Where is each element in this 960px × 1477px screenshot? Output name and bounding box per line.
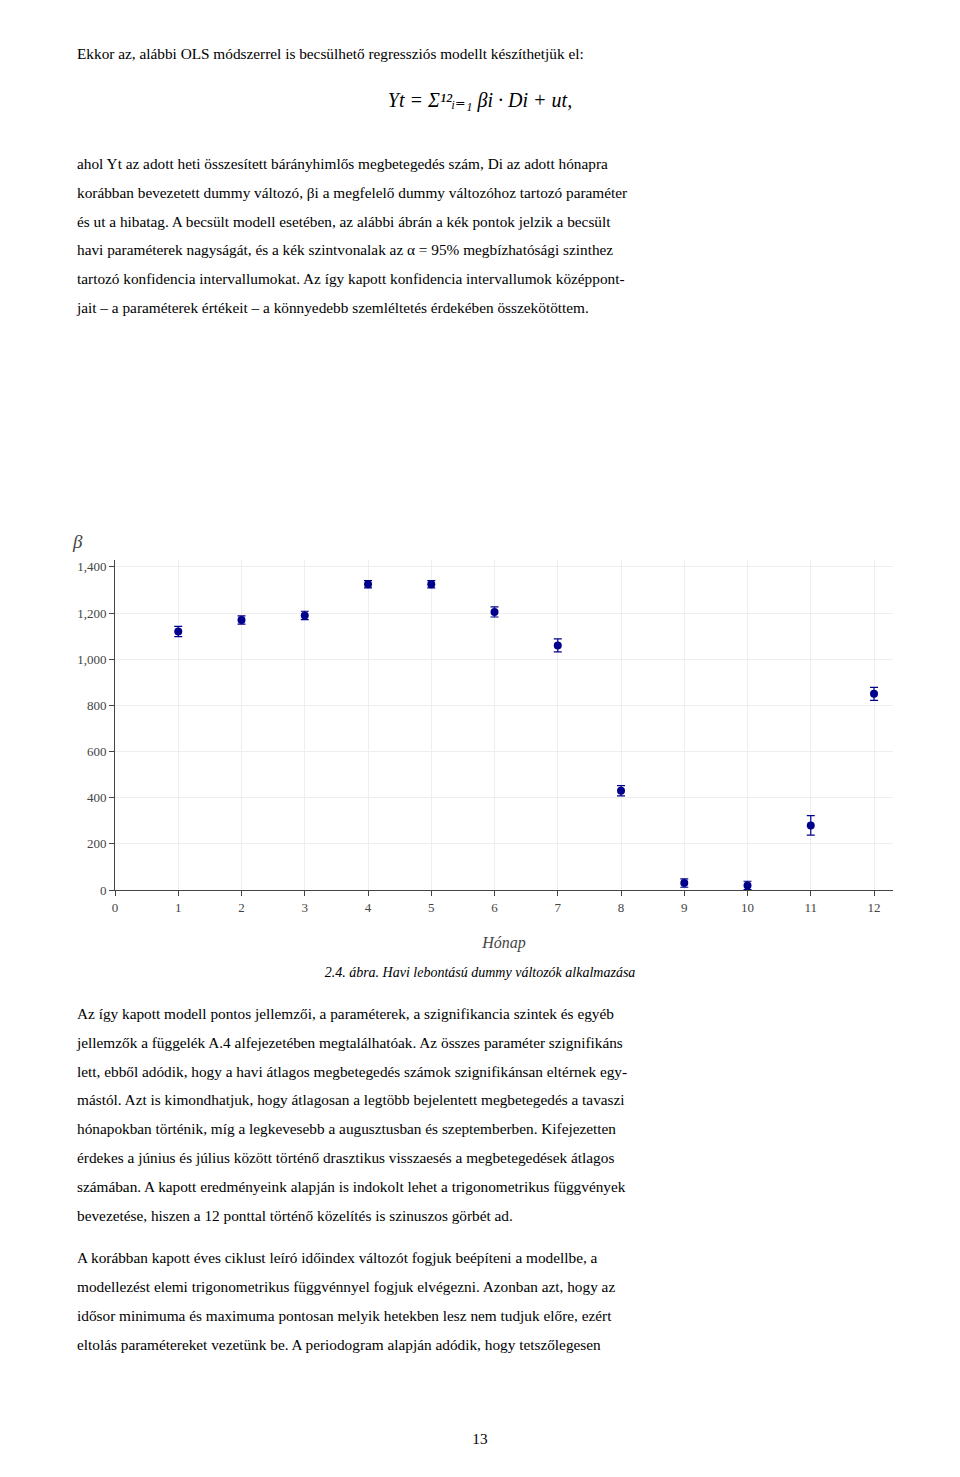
html-text:hónapokban történik, míg a leg: hónapokban történik, míg a legkevesebb a… [77,1120,616,1138]
html-text:mástól. Azt is kimondhatjuk, h: mástól. Azt is kimondhatjuk, hogy átlago… [77,1091,625,1109]
html-text:érdekes a június és július köz: érdekes a június és július között történ… [77,1149,615,1166]
html-text:jait – a paraméterek értékeit: jait – a paraméterek értékeit – a könnye… [77,299,589,316]
html-text:2.4. ábra. Havi lebontású dumm: 2.4. ábra. Havi lebontású dummy változók… [324,965,636,980]
svg-text:0: 0 [100,883,107,898]
html-text:Az így kapott modell pontos je: Az így kapott modell pontos jellemzői, a… [77,1005,614,1022]
html-text:ahol Yt az adott heti összesít: ahol Yt az adott heti összesített bárány… [77,155,608,172]
svg-text:8: 8 [618,900,625,915]
svg-text:3: 3 [302,900,309,915]
svg-text:12: 12 [868,900,881,915]
svg-text:800: 800 [87,698,107,713]
html-text:és ut a hibatag. A becsült mod: és ut a hibatag. A becsült modell esetéb… [77,212,611,230]
svg-text:1: 1 [175,900,182,915]
html-text:13: 13 [472,1430,488,1447]
html-text:A korábban kapott éves ciklust: A korábban kapott éves ciklust leíró idő… [77,1249,598,1267]
svg-text:7: 7 [555,900,562,915]
html-text:idősor minimuma és maximuma po: idősor minimuma és maximuma pontosan mel… [77,1307,612,1324]
html-text:Yt = Σ¹²ᵢ₌₁ βi · Di + ut,: Yt = Σ¹²ᵢ₌₁ βi · Di + ut, [387,89,573,111]
html-text:lett, ebből adódik, hogy a hav: lett, ebből adódik, hogy a havi átlagos … [77,1062,628,1080]
html-text:modellezést elemi trigonometri: modellezést elemi trigonometrikus függvé… [77,1278,616,1296]
svg-text:β: β [72,531,83,552]
html-text:jellemzők a függelék A.4 alfej: jellemzők a függelék A.4 alfejezetében m… [77,1033,623,1051]
svg-text:4: 4 [365,900,372,915]
html-text:eltolás paramétereket vezetünk: eltolás paramétereket vezetünk be. A per… [77,1335,601,1353]
html-text:Ekkor az, alábbi OLS módszerre: Ekkor az, alábbi OLS módszerrel is becsü… [77,45,584,62]
svg-text:5: 5 [428,900,435,915]
svg-text:2: 2 [238,900,245,915]
svg-text:200: 200 [87,836,107,851]
html-text:számában. A kapott eredményein: számában. A kapott eredményeink alapján … [77,1177,626,1195]
svg-text:600: 600 [87,744,107,759]
svg-text:0: 0 [112,900,119,915]
svg-text:1,200: 1,200 [77,606,106,621]
html-text:korábban bevezetett dummy vált: korábban bevezetett dummy változó, βi a … [77,183,628,201]
svg-text:400: 400 [87,790,107,805]
html-text:bevezetése, hiszen a 12 pontta: bevezetése, hiszen a 12 ponttal történő … [77,1206,513,1224]
svg-text:9: 9 [681,900,688,915]
svg-text:6: 6 [491,900,498,915]
html-text:tartozó konfidencia intervallu: tartozó konfidencia intervallumokat. Az … [77,270,625,288]
svg-text:10: 10 [741,900,754,915]
html-text:havi paraméterek nagyságát, és: havi paraméterek nagyságát, és a kék szi… [77,241,614,259]
svg-text:1,400: 1,400 [77,559,106,574]
svg-text:1,000: 1,000 [77,652,106,667]
svg-text:Hónap: Hónap [481,934,526,952]
svg-text:11: 11 [805,900,818,915]
